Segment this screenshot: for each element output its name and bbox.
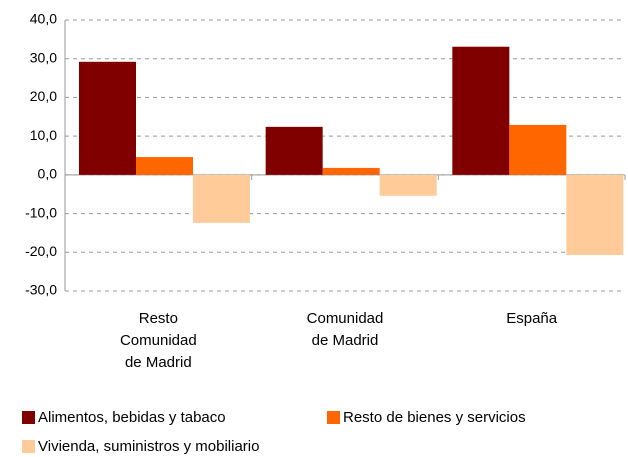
bar <box>193 174 250 223</box>
bar <box>452 46 510 175</box>
bar <box>509 124 567 175</box>
bar <box>265 126 323 175</box>
bar <box>136 157 193 175</box>
y-tick-label: -10,0 <box>25 204 57 220</box>
y-tick-label: -30,0 <box>25 282 57 298</box>
x-tick-label: Comunidad de Madrid <box>306 310 384 349</box>
bar <box>379 174 437 196</box>
y-tick-label: -20,0 <box>25 243 57 259</box>
x-tick-label: Resto Comunidad de Madrid <box>119 310 197 371</box>
y-tick-label: 30,0 <box>30 49 57 65</box>
y-tick-label: 10,0 <box>30 127 57 143</box>
y-tick-label: 20,0 <box>30 88 57 104</box>
legend-label: Resto de bienes y servicios <box>343 409 526 426</box>
legend-swatch <box>22 440 35 453</box>
bar <box>566 174 624 255</box>
legend-swatch <box>22 411 35 424</box>
y-tick-label: 0,0 <box>38 166 58 182</box>
legend-label: Alimentos, bebidas y tabaco <box>38 409 226 426</box>
x-tick-label: España <box>506 310 558 327</box>
legend-swatch <box>327 411 340 424</box>
y-tick-label: 40,0 <box>30 11 57 27</box>
bar <box>79 61 136 175</box>
legend-label: Vivienda, suministros y mobiliario <box>38 438 259 455</box>
bar <box>322 167 380 175</box>
